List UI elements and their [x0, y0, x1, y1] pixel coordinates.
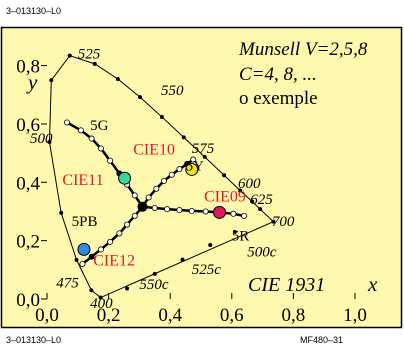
purple-line-label: 525c [192, 262, 222, 278]
chart-text-layer: 0,0 0,2 0,4 0,6 0,8 1,0 0,0 0,2 0,4 0,6 0,8 CIE10 CI… [16, 39, 378, 326]
y-tick-label: 0,8 [16, 57, 40, 78]
hue-sample-dot [64, 119, 71, 126]
example-point [212, 205, 226, 219]
purple-line-dot [152, 271, 157, 276]
footer-right-code: MF480–31 [300, 335, 343, 345]
locus-dot [49, 78, 54, 83]
wavelength-label: 500 [30, 131, 53, 147]
hue-sample-dot [77, 127, 84, 134]
hue-sample-dot [88, 135, 95, 142]
hue-sample-dot [164, 206, 171, 213]
x-tick-label: 0,4 [158, 305, 182, 326]
locus-dot [47, 140, 52, 145]
wavelength-label: 475 [56, 275, 79, 291]
legend-line: o exemple [239, 88, 318, 109]
purple-line-dot [180, 257, 185, 262]
hue-sample-dot [151, 204, 158, 211]
hue-sample-dot [79, 260, 86, 267]
hue-label: 5PB [72, 214, 98, 230]
hue-sample-dot [88, 253, 95, 260]
y-tick-label: 0,0 [16, 290, 40, 311]
x-tick-label: 0,8 [282, 305, 306, 326]
locus-dot [258, 207, 263, 212]
white-point [137, 201, 148, 212]
locus-dot [67, 53, 72, 58]
locus-dot [92, 61, 97, 66]
locus-dot [115, 77, 120, 82]
x-tick-label: 0,2 [97, 305, 121, 326]
plot-panel [0, 26, 403, 329]
footer-left-code: 3–013130–L0 [6, 335, 61, 345]
purple-line-label: 500c [247, 245, 277, 261]
header-code: 3–013130–L0 [6, 6, 61, 16]
x-tick-label: 0,6 [220, 305, 244, 326]
wavelength-label: 600 [238, 176, 261, 192]
purple-line-dot [232, 229, 237, 234]
hue-sample-dot [131, 192, 138, 199]
wavelength-label: 700 [272, 214, 295, 230]
y-tick-label: 0,2 [16, 232, 40, 253]
hue-sample-dot [107, 157, 114, 164]
hue-sample-dot [97, 246, 104, 253]
example-point [185, 162, 199, 176]
purple-line-dot [125, 286, 130, 291]
purple-line-label: 550c [139, 277, 169, 293]
purple-line-dot [208, 243, 213, 248]
y-axis-label: y [26, 70, 38, 94]
locus-dot [222, 173, 227, 178]
example-label: CIE09 [204, 188, 246, 205]
hue-sample-dot [153, 185, 160, 192]
chart-title: CIE 1931 [248, 274, 325, 296]
locus-dot [271, 219, 276, 224]
hue-sample-dot [241, 212, 248, 219]
example-point [118, 171, 132, 185]
wavelength-label: 550 [161, 83, 184, 99]
wavelength-label: 625 [250, 192, 273, 208]
hue-sample-dot [188, 207, 195, 214]
hue-sample-dot [116, 230, 123, 237]
hue-sample-dot [107, 238, 114, 245]
legend-line: Munsell V=2,5,8 [238, 39, 368, 60]
locus-dot [202, 154, 207, 159]
y-tick-label: 0,4 [16, 173, 40, 194]
hue-label: 5R [232, 229, 250, 245]
example-label: CIE10 [133, 142, 175, 159]
hue-sample-dot [97, 145, 104, 152]
locus-dot [59, 210, 64, 215]
hue-sample-dot [124, 221, 131, 228]
example-point [77, 242, 91, 256]
wavelength-label: 575 [192, 141, 215, 157]
wavelength-label: 525 [78, 46, 101, 62]
hue-sample-dot [230, 210, 237, 217]
wavelength-label: 400 [90, 296, 113, 312]
legend-line: C=4, 8, ... [239, 64, 317, 85]
example-label: CIE11 [62, 172, 103, 189]
hue-sample-dot [145, 194, 152, 201]
locus-dot [250, 199, 255, 204]
locus-dot [89, 288, 94, 293]
hue-sample-dot [190, 156, 197, 163]
locus-dot [74, 257, 79, 262]
hue-sample-dot [176, 166, 183, 173]
hue-sample-dot [176, 207, 183, 214]
chart-marks-layer [47, 53, 276, 300]
locus-dot [138, 95, 143, 100]
y-tick-label: 0,6 [16, 115, 40, 136]
locus-dot [159, 114, 164, 119]
hue-sample-dot [161, 177, 168, 184]
x-axis-label: x [367, 272, 378, 296]
hue-sample-dot [168, 171, 175, 178]
x-tick-label: 1,0 [343, 305, 367, 326]
hue-sample-dot [131, 212, 138, 219]
example-label: CIE12 [93, 252, 135, 269]
hue-label: 5G [90, 118, 109, 134]
locus-dot [238, 188, 243, 193]
x-tick-label: 0,0 [35, 305, 59, 326]
hue-label: 5Y [186, 159, 205, 175]
locus-dot [98, 295, 103, 300]
locus-dot [181, 135, 186, 140]
hue-sample-dot [202, 208, 209, 215]
